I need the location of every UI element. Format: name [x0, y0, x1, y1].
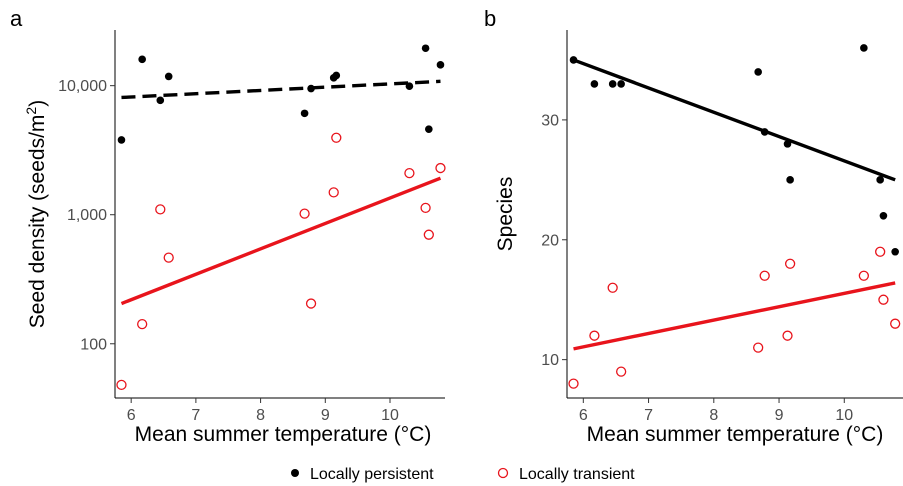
- data-point-transient: [137, 318, 148, 330]
- x-tick-label: 9: [321, 407, 330, 424]
- data-point-transient: [858, 270, 870, 281]
- data-point-transient: [616, 366, 627, 377]
- x-tick-label: 10: [381, 407, 399, 424]
- data-point-transient: [753, 342, 764, 353]
- data-point-persistent: [760, 128, 769, 136]
- panel-a-x-ticks: 6 7 8 9 10: [127, 398, 399, 424]
- panel-a-x-axis-title: Mean summer temperature (°C): [135, 423, 432, 446]
- data-point-transient: [163, 252, 174, 263]
- data-point-transient: [420, 202, 431, 214]
- fit-line-transient: [120, 176, 442, 306]
- data-point-persistent: [783, 140, 792, 148]
- data-point-transient: [328, 187, 339, 198]
- panel-a-fit-lines: [120, 79, 442, 306]
- data-point-persistent: [590, 80, 599, 88]
- data-point-persistent: [860, 44, 868, 52]
- data-point-persistent: [117, 136, 126, 144]
- x-tick-label: 7: [644, 407, 653, 424]
- fit-line-transient: [573, 281, 896, 351]
- x-tick-label: 6: [127, 407, 136, 424]
- data-point-persistent: [436, 61, 445, 69]
- x-tick-label: 10: [835, 407, 853, 424]
- data-point-persistent: [754, 68, 762, 76]
- data-point-persistent: [300, 109, 309, 118]
- data-point-persistent: [786, 176, 794, 184]
- fit-line-persistent: [121, 79, 441, 100]
- legend-persistent-label: Locally persistent: [310, 466, 434, 483]
- legend: Locally persistent Locally transient: [291, 466, 635, 483]
- data-point-persistent: [332, 71, 341, 80]
- panel-b-fit-lines: [572, 58, 896, 351]
- panel-a-y-axis-title: Seed density (seeds/m2): [23, 100, 49, 328]
- y-tick-label: 1,000: [67, 207, 107, 224]
- data-point-transient: [782, 330, 793, 341]
- panel-b-label: b: [484, 6, 496, 31]
- data-point-transient: [568, 378, 579, 389]
- x-tick-label: 9: [775, 407, 784, 424]
- data-point-transient: [305, 298, 317, 309]
- panel-a-y-axis-title-end: ): [26, 100, 49, 107]
- panel-b-y-axis-title: Species: [494, 177, 517, 252]
- panel-a-y-ticks: 100 1,000 10,000: [58, 78, 115, 353]
- data-point-persistent: [879, 211, 888, 220]
- data-point-persistent: [156, 96, 165, 105]
- data-point-persistent: [307, 84, 315, 93]
- y-tick-label: 10,000: [58, 78, 107, 95]
- panel-a-y-axis-title-superscript: 2: [23, 107, 39, 115]
- data-point-transient: [890, 318, 901, 329]
- x-tick-label: 7: [191, 407, 200, 424]
- data-point-transient: [423, 229, 434, 240]
- data-point-transient: [759, 270, 770, 281]
- data-point-transient: [155, 204, 166, 215]
- fit-line-persistent: [572, 58, 896, 182]
- data-point-persistent: [138, 55, 146, 64]
- legend-transient-label: Locally transient: [519, 466, 635, 483]
- data-point-persistent: [421, 44, 430, 53]
- data-point-persistent: [425, 125, 433, 133]
- panel-b-y-ticks: 10 20 30: [541, 112, 567, 369]
- data-point-transient: [435, 162, 446, 174]
- legend-persistent-marker: [291, 469, 299, 477]
- data-point-transient: [784, 258, 796, 269]
- y-tick-label: 10: [541, 352, 559, 369]
- y-tick-label: 20: [541, 232, 559, 249]
- data-point-persistent: [569, 56, 578, 64]
- data-point-persistent: [876, 176, 884, 184]
- data-point-transient: [331, 132, 342, 143]
- panel-b: b 10 20 30 6 7 8 9 10 Mean summer temperature …: [484, 6, 903, 446]
- y-tick-label: 100: [80, 336, 107, 353]
- panel-a: a 100 1,000 10,000 6 7 8 9 10 Mean summer temp…: [10, 6, 446, 446]
- panel-a-points: [116, 44, 446, 391]
- panel-a-y-axis-title-main: Seed density (seeds/m: [26, 115, 49, 329]
- data-point-persistent: [617, 80, 625, 88]
- data-point-transient: [404, 167, 415, 179]
- data-point-transient: [589, 330, 600, 341]
- data-point-transient: [875, 246, 886, 257]
- data-point-persistent: [405, 82, 414, 91]
- legend-transient-marker: [497, 467, 509, 479]
- panel-b-x-axis-title: Mean summer temperature (°C): [587, 423, 884, 446]
- data-point-persistent: [891, 247, 899, 256]
- x-tick-label: 6: [579, 407, 588, 424]
- x-tick-label: 8: [256, 407, 265, 424]
- data-point-transient: [607, 282, 618, 293]
- panel-b-points: [568, 44, 901, 389]
- x-tick-label: 8: [709, 407, 718, 424]
- y-tick-label: 30: [541, 112, 559, 129]
- panel-b-x-ticks: 6 7 8 9 10: [579, 398, 853, 424]
- data-point-persistent: [608, 80, 617, 88]
- data-point-persistent: [164, 72, 173, 81]
- data-point-transient: [299, 208, 310, 219]
- data-point-transient: [878, 294, 889, 305]
- data-point-transient: [116, 379, 127, 391]
- panel-a-label: a: [10, 6, 23, 31]
